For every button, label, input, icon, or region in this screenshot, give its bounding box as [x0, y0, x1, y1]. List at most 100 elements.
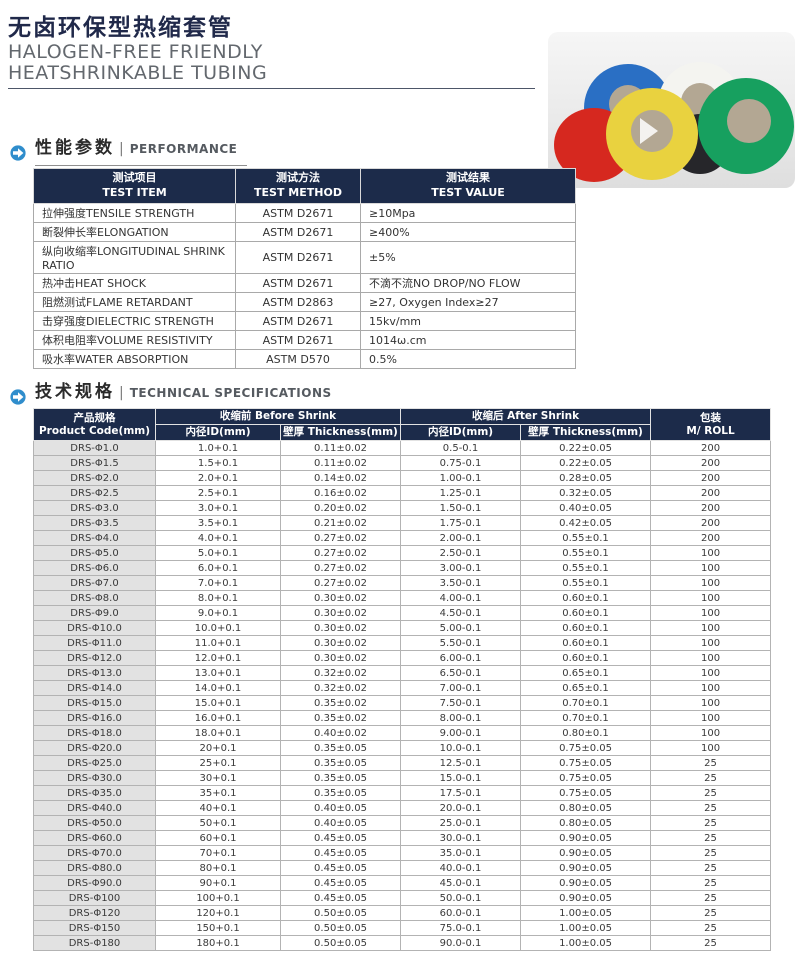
table-cell: 1.50-0.1	[400, 500, 522, 517]
table-cell: 0.22±0.05	[520, 455, 652, 472]
table-cell: 100	[650, 590, 772, 607]
table-cell: 1.25-0.1	[400, 485, 522, 502]
table-cell: 100	[650, 560, 772, 577]
table-cell: 7.0+0.1	[155, 575, 281, 592]
table-cell: 0.60±0.1	[520, 590, 652, 607]
table-cell: 热冲击HEAT SHOCK	[33, 273, 236, 293]
section-title-separator: |	[119, 385, 124, 401]
table-cell: 200	[650, 530, 772, 547]
table-row: 阻燃测试FLAME RETARDANT ASTM D2863 ≥27, Oxygen…	[33, 292, 576, 312]
table-row: DRS-Φ15.0 15.0+0.1 0.35±0.02 7.50-0.1 0.70±0…	[33, 695, 772, 712]
specs-section-header: 技术规格 | TECHNICAL SPECIFICATIONS	[10, 377, 342, 410]
table-cell: DRS-Φ40.0	[33, 800, 156, 817]
table-cell: 100	[650, 725, 772, 742]
table-cell: DRS-Φ2.5	[33, 485, 156, 502]
table-row: DRS-Φ14.0 14.0+0.1 0.32±0.02 7.00-0.1 0.65±0…	[33, 680, 772, 697]
table-cell: 0.75-0.1	[400, 455, 522, 472]
col-thickness-before: 壁厚 Thickness(mm)	[279, 424, 402, 442]
table-cell: 90+0.1	[155, 875, 281, 892]
table-cell: 100	[650, 605, 772, 622]
table-cell: 1.00-0.1	[400, 470, 522, 487]
table-cell: 0.11±0.02	[279, 440, 402, 457]
table-row: DRS-Φ3.0 3.0+0.1 0.20±0.02 1.50-0.1 0.40±0.0…	[33, 500, 772, 517]
table-cell: 25	[650, 845, 772, 862]
table-cell: 8.00-0.1	[400, 710, 522, 727]
table-cell: 3.00-0.1	[400, 560, 522, 577]
table-cell: 200	[650, 470, 772, 487]
table-row: DRS-Φ8.0 8.0+0.1 0.30±0.02 4.00-0.1 0.60±0.1…	[33, 590, 772, 607]
table-cell: ASTM D2671	[235, 311, 361, 331]
table-cell: 15kv/mm	[360, 311, 576, 331]
table-cell: 0.27±0.02	[279, 545, 402, 562]
table-cell: 0.45±0.05	[279, 875, 402, 892]
table-cell: 0.45±0.05	[279, 890, 402, 907]
table-row: DRS-Φ2.0 2.0+0.1 0.14±0.02 1.00-0.1 0.28±0.0…	[33, 470, 772, 487]
table-row: 拉伸强度TENSILE STRENGTH ASTM D2671 ≥10Mpa	[33, 203, 576, 223]
table-row: 热冲击HEAT SHOCK ASTM D2671 不滴不流NO DROP/NO FL…	[33, 273, 576, 293]
table-cell: 180+0.1	[155, 935, 281, 952]
table-cell: 0.40±0.05	[279, 800, 402, 817]
table-cell: 75.0-0.1	[400, 920, 522, 937]
table-cell: 12.5-0.1	[400, 755, 522, 772]
table-cell: 0.30±0.02	[279, 620, 402, 637]
table-cell: 6.50-0.1	[400, 665, 522, 682]
col-test-value: 测试结果 TEST VALUE	[360, 168, 576, 204]
table-cell: 25	[650, 860, 772, 877]
table-cell: 18.0+0.1	[155, 725, 281, 742]
table-cell: ≥27, Oxygen Index≥27	[360, 292, 576, 312]
table-cell: DRS-Φ1.5	[33, 455, 156, 472]
table-cell: DRS-Φ2.0	[33, 470, 156, 487]
table-cell: 0.40±0.05	[279, 815, 402, 832]
table-cell: 0.80±0.05	[520, 800, 652, 817]
table-cell: 0.60±0.1	[520, 635, 652, 652]
table-row: DRS-Φ35.0 35+0.1 0.35±0.05 17.5-0.1 0.75±0.0…	[33, 785, 772, 802]
table-row: 吸水率WATER ABSORPTION ASTM D570 0.5%	[33, 349, 576, 369]
table-cell: 0.65±0.1	[520, 665, 652, 682]
table-cell: DRS-Φ5.0	[33, 545, 156, 562]
table-cell: ASTM D2671	[235, 222, 361, 242]
table-cell: 0.75±0.05	[520, 740, 652, 757]
table-cell: 200	[650, 485, 772, 502]
table-cell: 60.0-0.1	[400, 905, 522, 922]
table-cell: 6.00-0.1	[400, 650, 522, 667]
table-cell: 25	[650, 905, 772, 922]
table-cell: 0.20±0.02	[279, 500, 402, 517]
subtitle-line-1: HALOGEN-FREE FRIENDLY	[8, 41, 263, 63]
table-cell: 16.0+0.1	[155, 710, 281, 727]
table-cell: 0.5%	[360, 349, 576, 369]
product-photo	[548, 32, 795, 188]
col-thickness-after: 壁厚 Thickness(mm)	[520, 424, 652, 442]
table-cell: DRS-Φ11.0	[33, 635, 156, 652]
table-cell: ASTM D2671	[235, 330, 361, 350]
table-cell: 200	[650, 440, 772, 457]
table-cell: 25	[650, 935, 772, 952]
table-cell: 100+0.1	[155, 890, 281, 907]
table-row: DRS-Φ4.0 4.0+0.1 0.27±0.02 2.00-0.1 0.55±0.1…	[33, 530, 772, 547]
table-cell: 0.55±0.1	[520, 545, 652, 562]
table-cell: 0.45±0.05	[279, 845, 402, 862]
table-cell: DRS-Φ30.0	[33, 770, 156, 787]
table-cell: DRS-Φ50.0	[33, 815, 156, 832]
specs-table-body: DRS-Φ1.0 1.0+0.1 0.11±0.02 0.5-0.1 0.22±0.05…	[33, 440, 772, 952]
section-title-separator: |	[119, 141, 124, 157]
table-row: DRS-Φ9.0 9.0+0.1 0.30±0.02 4.50-0.1 0.60±0.1…	[33, 605, 772, 622]
table-cell: 25	[650, 920, 772, 937]
table-cell: 5.0+0.1	[155, 545, 281, 562]
table-row: 断裂伸长率ELONGATION ASTM D2671 ≥400%	[33, 222, 576, 242]
table-cell: DRS-Φ90.0	[33, 875, 156, 892]
table-cell: 0.90±0.05	[520, 875, 652, 892]
table-row: DRS-Φ5.0 5.0+0.1 0.27±0.02 2.50-0.1 0.55±0.1…	[33, 545, 772, 562]
table-cell: 25	[650, 755, 772, 772]
table-cell: 1014ω.cm	[360, 330, 576, 350]
table-cell: ASTM D570	[235, 349, 361, 369]
page-subtitle: HALOGEN-FREE FRIENDLY HEATSHRINKABLE TUB…	[8, 41, 267, 85]
table-cell: 100	[650, 635, 772, 652]
table-cell: 100	[650, 665, 772, 682]
table-cell: 4.50-0.1	[400, 605, 522, 622]
table-cell: DRS-Φ18.0	[33, 725, 156, 742]
table-cell: ASTM D2671	[235, 203, 361, 223]
table-cell: 0.5-0.1	[400, 440, 522, 457]
table-cell: 0.40±0.05	[520, 500, 652, 517]
table-row: DRS-Φ150 150+0.1 0.50±0.05 75.0-0.1 1.00±0.0…	[33, 920, 772, 937]
table-row: DRS-Φ6.0 6.0+0.1 0.27±0.02 3.00-0.1 0.55±0.1…	[33, 560, 772, 577]
